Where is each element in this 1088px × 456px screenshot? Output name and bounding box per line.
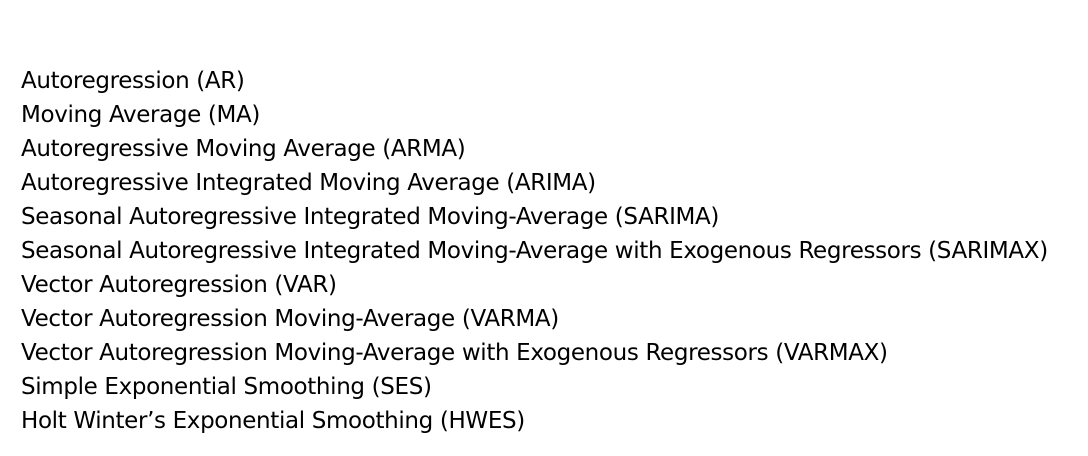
- list-item: Vector Autoregression (VAR): [21, 272, 337, 298]
- list-item: Simple Exponential Smoothing (SES): [21, 374, 432, 400]
- list-item: Moving Average (MA): [21, 102, 261, 128]
- method-list: Autoregression (AR) Moving Average (MA) …: [21, 64, 1048, 438]
- list-item: Autoregressive Moving Average (ARMA): [21, 136, 466, 162]
- list-item: Holt Winter’s Exponential Smoothing (HWE…: [21, 408, 525, 434]
- list-item: Vector Autoregression Moving-Average wit…: [21, 340, 888, 366]
- list-item: Seasonal Autoregressive Integrated Movin…: [21, 204, 720, 230]
- list-item: Autoregressive Integrated Moving Average…: [21, 170, 596, 196]
- list-item: Seasonal Autoregressive Integrated Movin…: [21, 238, 1048, 264]
- list-item: Autoregression (AR): [21, 68, 245, 94]
- list-item: Vector Autoregression Moving-Average (VA…: [21, 306, 559, 332]
